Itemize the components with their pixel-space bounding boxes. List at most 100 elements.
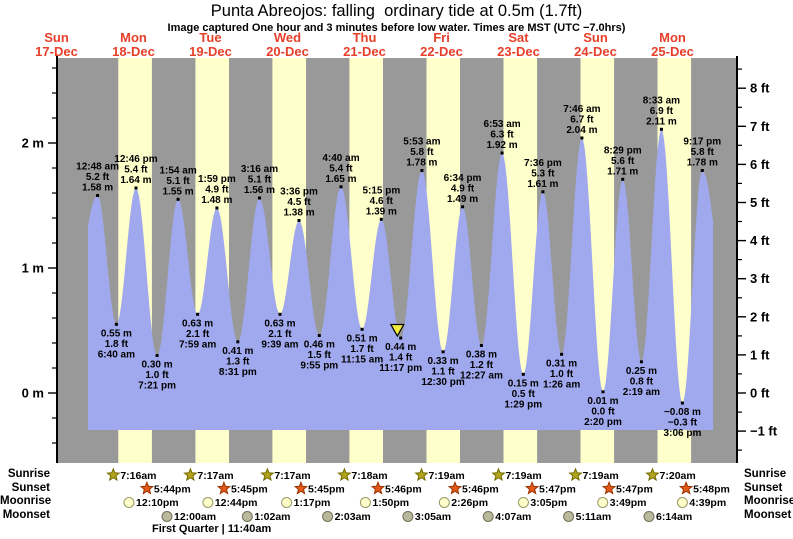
high-tide-dot	[541, 190, 545, 194]
moonrise-time: 3:05pm	[530, 497, 567, 509]
left-axis-tick-label: 1 m	[22, 261, 44, 276]
moonrise-circle-icon	[517, 497, 529, 508]
high-tide-time: 3:16 am	[241, 164, 278, 175]
low-tide-metres: 0.01 m	[587, 396, 618, 407]
sunrise-time: 7:17am	[197, 470, 233, 482]
moonset-time: 12:00am	[174, 511, 216, 523]
moonset-circle-icon	[402, 511, 414, 522]
low-tide-feet: 2.1 ft	[268, 329, 292, 340]
right-axis-tick-label: −1 ft	[750, 424, 778, 439]
low-tide-feet: 1.0 ft	[145, 370, 169, 381]
day-date: 23-Dec	[497, 43, 540, 59]
day-label: Sat 23-Dec	[481, 31, 557, 58]
moonset-time: 6:14am	[656, 511, 692, 523]
low-tide-dot	[479, 344, 483, 347]
high-tide-dot	[621, 177, 625, 181]
low-tide-feet: −0.3 ft	[668, 418, 698, 429]
high-tide-feet: 5.4 ft	[329, 163, 353, 174]
high-tide-dot	[258, 196, 261, 200]
low-tide-metres: 0.33 m	[428, 356, 459, 367]
sunrise-row-label-left: Sunrise	[7, 468, 50, 480]
sunrise-star-icon	[645, 467, 660, 482]
low-tide-time: 12:30 pm	[421, 377, 464, 388]
moonrise-row-label-left: Moonrise	[0, 495, 52, 507]
low-tide-dot	[114, 322, 118, 326]
high-tide-dot	[96, 194, 100, 197]
page-subtitle: Image captured One hour and 3 minutes be…	[167, 22, 626, 34]
low-tide-time: 7:21 pm	[138, 381, 176, 392]
high-tide-time: 7:46 am	[563, 104, 600, 115]
sunrise-time: 7:20am	[660, 470, 696, 482]
moonrise-time: 12:10pm	[136, 497, 179, 509]
high-tide-metres: 2.04 m	[566, 125, 597, 136]
high-tide-metres: 1.39 m	[366, 206, 397, 217]
sunset-star-icon	[524, 480, 540, 495]
high-tide-metres: 1.58 m	[82, 183, 113, 194]
sunrise-time: 7:18am	[351, 470, 387, 482]
day-label: Fri 22-Dec	[404, 31, 480, 58]
sunset-time: 5:47pm	[539, 484, 576, 496]
low-tide-metres: 0.63 m	[182, 318, 213, 329]
right-axis-tick-label: 2 ft	[750, 309, 770, 324]
low-tide-time: 11:17 pm	[379, 363, 422, 374]
high-tide-feet: 5.2 ft	[86, 172, 110, 183]
high-tide-time: 5:15 pm	[362, 185, 400, 196]
low-tide-feet: 1.5 ft	[308, 350, 332, 361]
high-tide-time: 1:59 pm	[198, 174, 236, 185]
moonset-time: 2:03am	[335, 511, 371, 523]
low-tide-feet: 2.1 ft	[186, 329, 210, 340]
low-tide-feet: 1.8 ft	[105, 339, 129, 350]
day-date: 17-Dec	[35, 43, 78, 59]
moonrise-time: 3:49pm	[610, 497, 647, 509]
high-tide-feet: 4.6 ft	[370, 196, 394, 207]
high-tide-dot	[700, 169, 704, 172]
high-tide-time: 3:36 pm	[280, 187, 318, 198]
day-label: Wed 20-Dec	[250, 31, 326, 58]
moonrise-time: 1:50pm	[372, 497, 409, 509]
low-tide-metres: 0.44 m	[385, 342, 416, 353]
high-tide-metres: 1.56 m	[244, 185, 275, 196]
low-tide-dot	[399, 336, 403, 340]
low-tide-time: 6:40 am	[98, 349, 135, 360]
moonset-circle-icon	[643, 511, 655, 522]
high-tide-feet: 5.6 ft	[611, 156, 635, 167]
sunrise-star-icon	[106, 467, 121, 482]
right-axis-tick-label: 8 ft	[750, 81, 770, 96]
right-axis-tick-label: 5 ft	[750, 195, 770, 210]
low-tide-dot	[639, 360, 643, 364]
low-tide-time: 8:31 pm	[219, 367, 257, 378]
low-tide-feet: 1.2 ft	[470, 360, 494, 371]
sunrise-star-icon	[414, 467, 429, 482]
day-label: Tue 19-Dec	[173, 31, 249, 58]
day-date: 19-Dec	[189, 43, 232, 59]
current-time-marker	[389, 323, 405, 338]
moonrise-circle-icon	[676, 497, 688, 508]
moonrise-time: 12:44pm	[215, 497, 258, 509]
high-tide-dot	[215, 206, 219, 210]
sunset-star-icon	[447, 480, 463, 495]
sunset-time: 5:48pm	[693, 484, 730, 496]
moonrise-time: 2:26pm	[451, 497, 488, 509]
low-tide-metres: 0.51 m	[347, 333, 378, 344]
day-date: 21-Dec	[343, 43, 386, 59]
low-tide-dot	[441, 350, 445, 354]
day-label: Sun 24-Dec	[558, 31, 634, 58]
low-tide-feet: 1.0 ft	[550, 369, 574, 380]
high-tide-feet: 4.9 ft	[451, 183, 475, 194]
high-tide-time: 1:54 am	[159, 165, 196, 176]
low-tide-metres: 0.55 m	[101, 328, 132, 339]
low-tide-dot	[236, 340, 240, 344]
low-tide-dot	[360, 327, 364, 331]
right-axis-tick-label: 7 ft	[750, 119, 770, 134]
sunset-star-icon	[678, 480, 694, 495]
moonset-time: 4:07am	[495, 511, 531, 523]
sunset-row-label-right: Sunset	[744, 481, 783, 494]
low-tide-time: 9:39 am	[261, 339, 298, 350]
moonset-row-label-left: Moonset	[2, 509, 50, 521]
high-tide-feet: 4.9 ft	[205, 185, 229, 196]
sunset-star-icon	[370, 480, 386, 495]
day-date: 18-Dec	[112, 43, 155, 59]
high-tide-feet: 6.9 ft	[650, 106, 674, 117]
